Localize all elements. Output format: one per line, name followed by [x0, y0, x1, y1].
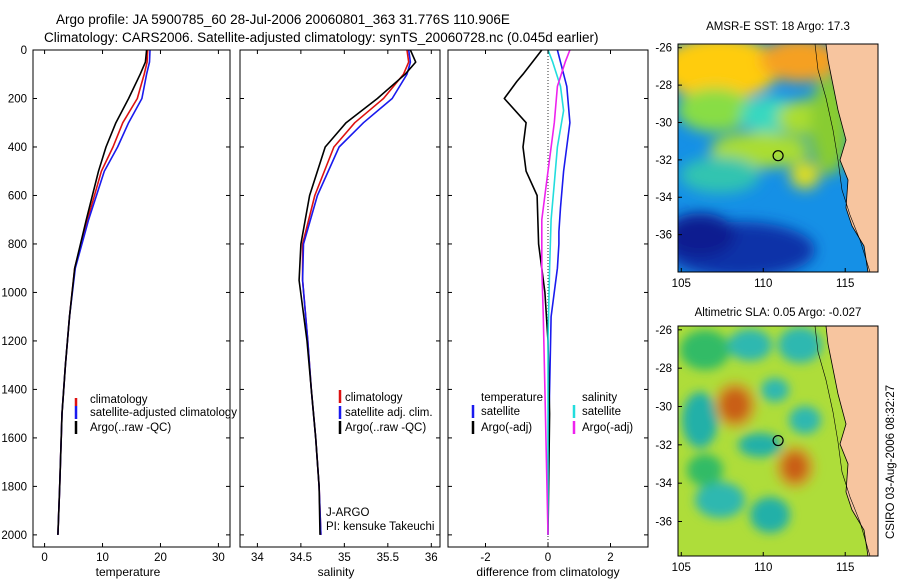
x-tick-label: 34.5 — [290, 552, 312, 564]
legend-temperature-title: temperature — [481, 392, 543, 404]
y-tick-label: 1400 — [1, 384, 27, 396]
map-y-tick-label: -30 — [655, 117, 672, 129]
y-tick-label: 0 — [21, 45, 27, 57]
map-y-tick-label: -28 — [655, 80, 672, 92]
legend-sal-climatology-label: climatology — [345, 392, 403, 404]
y-tick-label: 200 — [8, 93, 27, 105]
map-x-tick-label: 115 — [836, 278, 854, 290]
legend-diff-temp-satellite-label: satellite — [481, 406, 520, 418]
map-y-tick-label: -32 — [655, 440, 672, 452]
series-line-salinity-satellite — [547, 50, 565, 535]
series-line-satellite-adj-clim- — [301, 50, 412, 535]
salinity-axes-frame — [239, 49, 441, 548]
sst-map-frame — [677, 43, 879, 273]
figure-title-line2: Climatology: CARS2006. Satellite-adjuste… — [44, 30, 599, 45]
series-line-salinity-argo-adj- — [540, 50, 571, 535]
map-y-tick-label: -36 — [655, 230, 672, 242]
sst-map-panel: AMSR-E SST: 18 Argo: 17.3 105 110 115 -26 -2… — [655, 21, 879, 290]
legend-diff-sal-satellite-label: satellite — [582, 406, 621, 418]
legend-diff-temp-argo-label: Argo(-adj) — [481, 422, 532, 434]
x-tick-label: 35 — [338, 552, 351, 564]
map-x-tick-label: 105 — [672, 278, 691, 290]
program-label: J-ARGO — [326, 507, 370, 519]
legend-sal-satellite-label: satellite adj. clim. — [345, 407, 433, 419]
map-y-tick-label: -30 — [655, 402, 672, 414]
pi-label: PI: kensuke Takeuchi — [326, 521, 434, 533]
sla-argo-marker — [772, 434, 784, 447]
legend-climatology-label: climatology — [90, 394, 148, 406]
map-y-tick-label: -26 — [655, 325, 672, 337]
temperature-axes-frame — [32, 49, 231, 548]
x-tick-label: 20 — [154, 552, 167, 564]
legend-diff-sal-argo-label: Argo(-adj) — [582, 422, 633, 434]
y-tick-label: 1800 — [1, 481, 27, 493]
salinity-panel: 34 34.5 35 35.5 36 salinity climatology sate… — [239, 49, 441, 579]
sla-map-title: Altimetric SLA: 0.05 Argo: -0.027 — [695, 307, 862, 319]
series-line-argo-raw-qc- — [298, 50, 417, 535]
legend-sal-argo-label: Argo(..raw -QC) — [345, 422, 426, 434]
credit-label: CSIRO 03-Aug-2006 08:32:27 — [885, 385, 897, 539]
map-y-tick-label: -32 — [655, 155, 672, 167]
difference-xlabel: difference from climatology — [476, 565, 619, 579]
difference-panel: -2 0 2 difference from climatology tempera… — [447, 49, 649, 579]
y-tick-label: 800 — [8, 239, 27, 251]
series-line-climatology — [301, 50, 410, 535]
y-tick-label: 600 — [8, 190, 27, 202]
temperature-xlabel: temperature — [96, 565, 161, 579]
y-tick-label: 2000 — [1, 530, 27, 542]
y-tick-label: 1200 — [1, 336, 27, 348]
y-tick-label: 1600 — [1, 433, 27, 445]
y-tick-label: 1000 — [1, 287, 27, 299]
map-y-tick-label: -36 — [655, 517, 672, 529]
salinity-xlabel: salinity — [318, 565, 355, 579]
sla-map-panel: Altimetric SLA: 0.05 Argo: -0.027 — [655, 307, 879, 574]
map-x-tick-label: 105 — [672, 562, 691, 574]
sst-argo-marker — [772, 150, 784, 162]
x-tick-label: 10 — [96, 552, 109, 564]
temperature-panel: 0 200 400 600 800 1000 1200 1400 1600 1800 2000 0 1… — [1, 45, 237, 579]
map-y-tick-label: -34 — [655, 478, 672, 490]
legend-satellite-label: satellite-adjusted climatology — [90, 407, 237, 419]
legend-salinity-title: salinity — [582, 392, 617, 404]
map-x-tick-label: 110 — [754, 278, 772, 290]
series-line-argo-raw-qc- — [57, 50, 148, 535]
x-tick-label: 0 — [41, 552, 47, 564]
sst-map-title: AMSR-E SST: 18 Argo: 17.3 — [706, 21, 850, 33]
map-y-tick-label: -28 — [655, 363, 672, 375]
temperature-legend: climatology satellite-adjusted climatolo… — [74, 394, 237, 434]
salinity-legend: climatology satellite adj. clim. Argo(..… — [338, 390, 433, 434]
x-tick-label: 30 — [212, 552, 225, 564]
legend-argo-label: Argo(..raw -QC) — [90, 422, 171, 434]
map-y-tick-label: -26 — [655, 43, 672, 55]
sla-map-frame — [677, 325, 879, 557]
figure-title-line1: Argo profile: JA 5900785_60 28-Jul-2006 … — [56, 12, 510, 27]
x-tick-label: 36 — [425, 552, 438, 564]
x-tick-label: -2 — [480, 552, 490, 564]
x-tick-label: 0 — [545, 552, 551, 564]
difference-legend: temperature satellite Argo(-adj) salinit… — [471, 392, 633, 434]
series-line-temperature-satellite — [547, 50, 571, 535]
x-tick-label: 34 — [251, 552, 264, 564]
y-tick-label: 400 — [8, 142, 27, 154]
map-y-tick-label: -34 — [655, 192, 672, 204]
x-tick-label: 2 — [607, 552, 613, 564]
map-x-tick-label: 115 — [836, 562, 854, 574]
map-x-tick-label: 110 — [754, 562, 772, 574]
x-tick-label: 35.5 — [377, 552, 399, 564]
